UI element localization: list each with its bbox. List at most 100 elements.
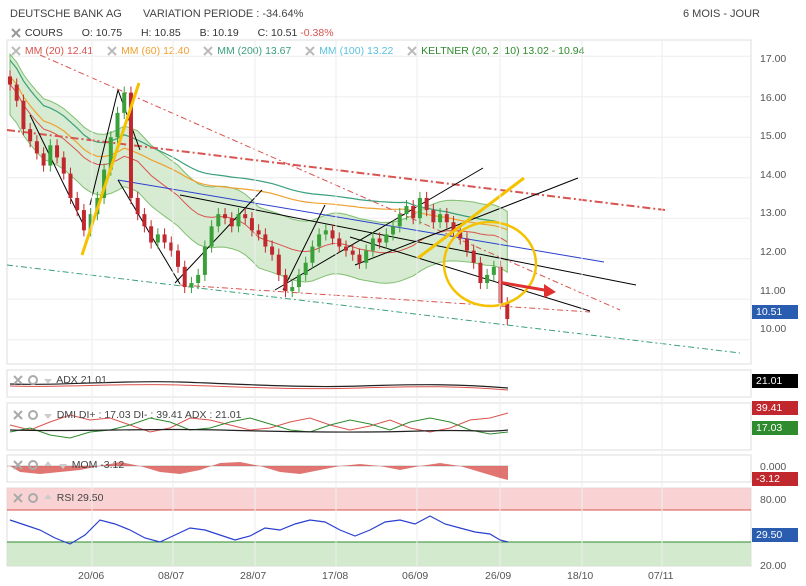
y-tick: 13.00 [760,207,787,219]
candle [142,214,147,227]
adx-value-box: 21.01 [752,374,798,388]
close-icon[interactable] [12,492,24,504]
dmi-panel-frame [6,402,752,451]
highlight-circle [442,220,538,308]
series-label: COURS [24,27,63,39]
mom-area [10,462,508,480]
x-tick: 26/09 [485,570,512,582]
legend-keltner-label: KELTNER (20, 2, 10) [421,45,520,57]
gear-icon[interactable] [27,459,39,471]
rsi-oversold-zone [7,542,751,566]
candle [417,197,422,219]
gear-icon[interactable] [27,374,39,386]
x-grid [91,40,663,566]
candle [202,246,207,275]
remove-icon[interactable] [106,45,118,57]
black-channel-upper [179,194,637,286]
remove-icon[interactable] [304,45,316,57]
remove-icon[interactable] [202,45,214,57]
candle [34,141,39,154]
candle [68,173,73,198]
indicator-legend: MM (20) 12.41 MM (60) 12.40 MM (200) 13.… [10,45,584,57]
legend-mm60-value: 12.40 [163,45,190,57]
candle [451,222,456,231]
dmi-minus-box: 39.41 [752,401,798,415]
candle [75,197,80,211]
candle [444,214,449,223]
candle [303,262,308,275]
adx-panel-frame [6,369,752,398]
black-channel-lower [349,236,591,312]
last-price-box: 10.51 [752,305,798,319]
keltner-band [9,52,508,284]
close-icon[interactable] [12,374,24,386]
candle [330,230,335,239]
candle [223,214,228,219]
dmi-adx-line [9,428,509,433]
rsi-label: RSI [56,492,75,504]
gear-icon[interactable] [27,409,39,421]
candle [263,234,268,247]
dmi-label: DMI DI+ : 17.03 DI- : 39.41 ADX : 21.01 [56,409,242,421]
candle [270,246,275,255]
arrow-up-icon[interactable] [42,492,54,504]
arrow-down-icon[interactable] [42,374,54,386]
remove-icon[interactable] [406,45,418,57]
candle [28,129,33,142]
black-line [174,189,263,284]
gear-icon[interactable] [27,492,39,504]
red-arrow [497,280,551,293]
black-line [89,89,119,206]
dmi-plus-line [9,417,509,439]
candle [182,266,187,288]
y-tick: 12.00 [760,246,787,258]
candle [176,250,180,267]
y-tick: 17.00 [760,53,787,65]
candle [115,112,120,138]
blue-trendline [117,179,605,263]
candle [411,206,416,219]
arrow-up-icon[interactable] [42,459,54,471]
rsi-value: 29.50 [77,492,104,504]
remove-icon[interactable] [10,45,22,57]
legend-mm100-value: 13.22 [367,45,394,57]
candle [323,230,328,235]
candle [364,250,369,263]
mm60-line [9,76,508,231]
black-line [274,167,484,291]
candle [404,206,409,215]
remove-icon[interactable] [10,27,22,39]
rsi-upper-tick: 80.00 [760,494,787,506]
close-icon[interactable] [12,459,24,471]
red-arrow-head [544,284,556,298]
adx-label: ADX [56,374,78,386]
candle [243,214,248,219]
candle [458,230,463,239]
legend-mm200-label: MM (200) [217,45,263,57]
arrow-down-icon[interactable] [42,409,54,421]
instrument-name: DEUTSCHE BANK AG [10,8,122,20]
rsi-line [9,515,509,545]
period-selector[interactable]: 6 MOIS - JOUR [683,8,761,20]
candle [505,303,510,320]
candle [236,214,241,227]
arrow-down-icon[interactable] [57,459,69,471]
rsi-value-box: 29.50 [752,528,798,542]
black-line [117,179,181,285]
close-icon[interactable] [12,409,24,421]
candle [485,274,490,283]
adx-value: 21.01 [80,374,107,386]
candle [169,242,174,251]
quote-row: COURS O: 10.75 H: 10.85 B: 10.19 C: 10.5… [10,27,334,39]
candle [155,234,160,243]
close-value: C: 10.51 [257,27,298,39]
legend-mm20-label: MM (20) [24,45,65,57]
mom-panel-label: MOM -3.12 [12,459,124,471]
candle [196,274,201,283]
rsi-lower-tick: 20.00 [760,560,787,572]
candle [209,226,214,247]
candle [370,238,375,251]
support-trendline [6,264,741,354]
mom-label: MOM [71,459,98,471]
